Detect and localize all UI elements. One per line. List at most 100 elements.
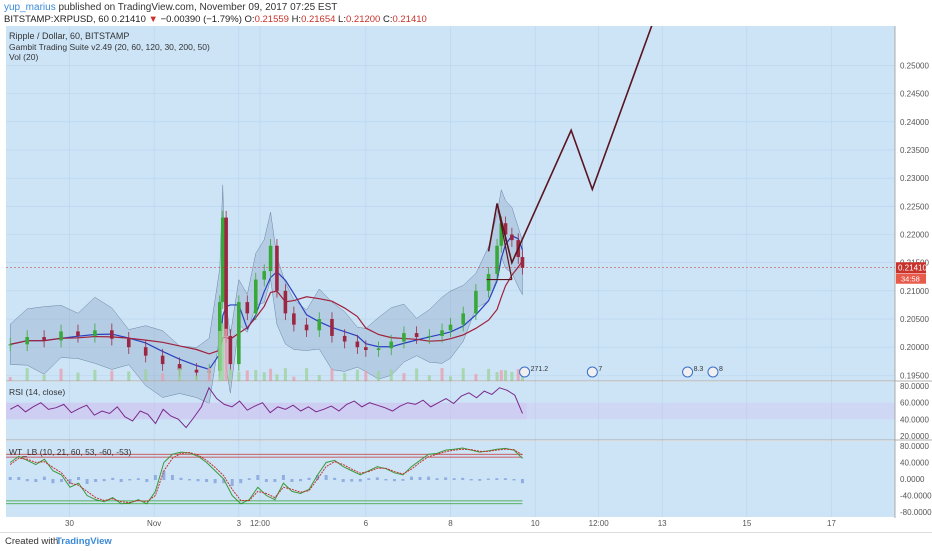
wt-axis-label: -80.0000 (900, 508, 932, 517)
tradingview-logo[interactable]: TradingView (56, 536, 112, 547)
wt-histogram-bar (512, 479, 516, 481)
volume-bar (449, 376, 452, 381)
event-marker-label: 7 (598, 366, 602, 373)
volume-bar (520, 374, 524, 381)
wt-histogram-bar (59, 479, 63, 482)
candle-body (228, 335, 233, 365)
volume-bar (237, 371, 241, 381)
candle-body (402, 333, 406, 342)
candle-body (364, 347, 368, 351)
candle-body (224, 217, 228, 336)
wt-histogram-bar (239, 479, 243, 484)
price-axis-label: 0.25000 (900, 61, 929, 70)
wt-histogram-bar (469, 479, 473, 481)
wt-histogram-bar (333, 477, 337, 480)
volume-bar (25, 368, 29, 381)
x-tick-label: 12:00 (589, 519, 610, 528)
volume-bar (269, 368, 273, 381)
volume-bar (245, 370, 249, 381)
volume-bar (178, 368, 182, 381)
volume-bar (427, 375, 431, 381)
wt-axis-label: -40.0000 (900, 492, 932, 501)
candle-body (143, 347, 148, 356)
candle-body (448, 324, 453, 331)
volume-bar (495, 372, 499, 381)
volume-bar (487, 368, 491, 381)
event-marker-label: 8 (719, 366, 723, 373)
candle-body (503, 223, 508, 235)
wt-histogram-bar (401, 479, 405, 481)
wt-histogram-bar (384, 479, 388, 481)
wt-histogram-bar (341, 479, 345, 482)
wt-histogram-bar (153, 475, 157, 480)
username-link[interactable]: yup_marius (4, 2, 56, 13)
wt-histogram-bar (298, 479, 302, 482)
wt-histogram-bar (196, 479, 200, 482)
candle-body (160, 355, 165, 365)
volume-bar (8, 377, 12, 381)
volume-bar (127, 371, 131, 381)
volume-bar (516, 368, 520, 381)
price-axis-label: 0.22000 (900, 230, 929, 239)
price-axis-label: 0.23500 (900, 146, 929, 155)
wt-histogram-bar (520, 479, 524, 484)
volume-bar (283, 368, 287, 381)
candle-body (42, 337, 46, 341)
wt-histogram-bar (452, 478, 456, 480)
volume-bar (93, 369, 97, 381)
main-legend-indicator: Gambit Trading Suite v2.49 (20, 60, 120,… (9, 42, 210, 52)
wt-histogram-bar (111, 477, 115, 480)
chart-svg[interactable]: 30 Nov 3 12:00 6 8 10 12:00 13 15 17 0.19500 0.20000… (0, 20, 932, 532)
wt-histogram-bar (213, 479, 217, 484)
wt-histogram-bar (324, 475, 328, 480)
price-axis-label: 0.19500 (900, 371, 929, 380)
wt-histogram-bar (17, 477, 21, 480)
wt-histogram-bar (145, 479, 149, 482)
rsi-legend: RSI (14, close) (9, 387, 66, 397)
rsi-axis-label: 80.0000 (900, 382, 929, 391)
candle-body (292, 313, 296, 325)
rsi-axis-label: 40.0000 (900, 415, 929, 424)
candle-body (262, 271, 267, 280)
rsi-axis-label: 60.0000 (900, 399, 929, 408)
publish-info: yup_marius published on TradingView.com,… (4, 2, 337, 13)
last-price-badge (896, 262, 926, 274)
open-value: 0.21559 (254, 14, 289, 25)
volume-bar (364, 370, 368, 381)
wt-histogram-bar (77, 477, 81, 480)
volume-bar (195, 375, 198, 381)
ohlc-line: BITSTAMP:XRPUSD, 60 0.21410 ▼ −0.00390 (… (4, 14, 427, 25)
wt-histogram-bar (392, 479, 396, 482)
wt-histogram-bar (205, 479, 209, 482)
wt-histogram-bar (418, 477, 422, 480)
x-tick-label: 15 (742, 519, 751, 528)
countdown-badge-text: 34:58 (901, 275, 920, 284)
wt-histogram-bar (222, 479, 226, 484)
projection-line (487, 20, 655, 266)
candle-body (245, 302, 250, 314)
candle-body (510, 234, 514, 241)
wt-histogram-bar (307, 477, 311, 480)
wt-histogram-bar (427, 476, 431, 480)
volume-bar (262, 372, 266, 381)
x-tick-label: 17 (827, 519, 836, 528)
candle-body (355, 341, 360, 348)
volume-bar (292, 376, 296, 381)
candle-body (474, 290, 478, 314)
candle-body (520, 257, 525, 268)
price-axis-label: 0.23000 (900, 174, 929, 183)
chart-area[interactable]: 30 Nov 3 12:00 6 8 10 12:00 13 15 17 0.19500 0.20000… (0, 20, 932, 532)
volume-bar (343, 372, 347, 381)
wt-histogram-bar (162, 471, 166, 480)
price-axis-label: 0.24000 (900, 118, 929, 127)
price-axis-label: 0.21000 (900, 287, 929, 296)
event-marker-icon (586, 366, 598, 378)
wt-histogram-bar (444, 477, 448, 480)
candle-body (427, 335, 432, 338)
candle-body (283, 290, 288, 314)
wt-histogram-bar (358, 479, 362, 482)
candle-body (317, 319, 322, 331)
wt-axis-label: 40.0000 (900, 458, 929, 467)
volume-bar (389, 369, 393, 381)
candle-body (414, 333, 419, 338)
